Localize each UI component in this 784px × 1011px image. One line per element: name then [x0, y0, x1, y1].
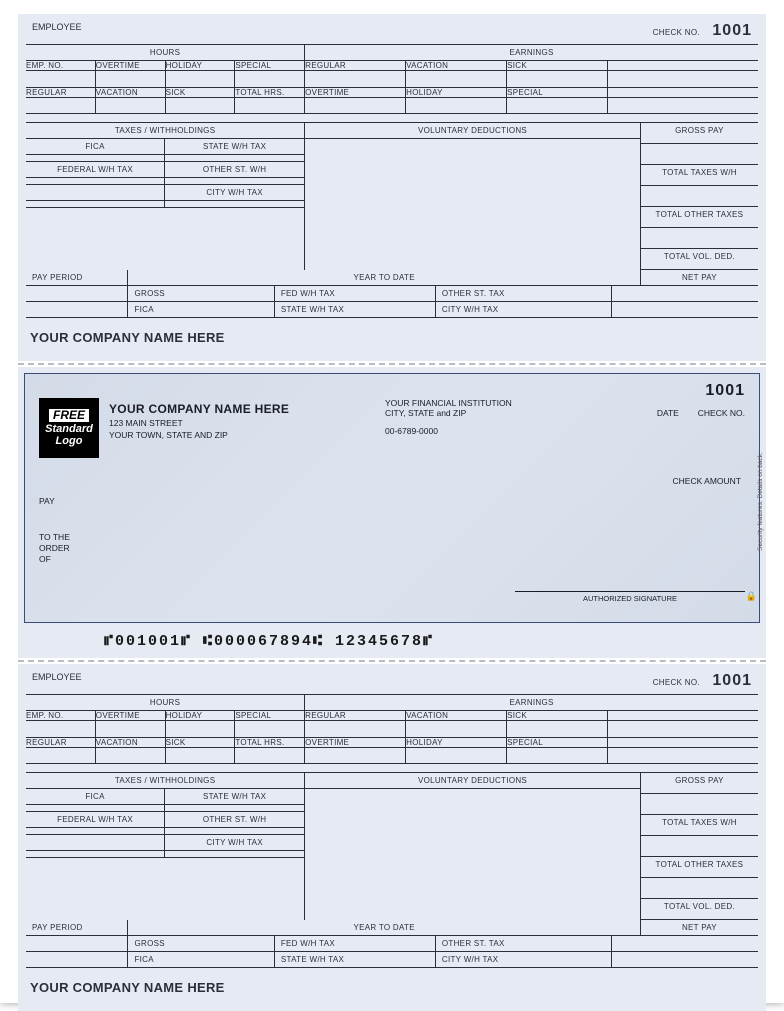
company-footer-b: YOUR COMPANY NAME HERE: [26, 968, 758, 1001]
lock-icon: 🔒: [746, 591, 757, 602]
fin-inst: YOUR FINANCIAL INSTITUTION: [385, 398, 585, 408]
perforation-line-2: [18, 660, 766, 662]
employee-label: EMPLOYEE: [32, 22, 82, 40]
company-addr1: 123 MAIN STREET: [109, 418, 375, 428]
sick-label: SICK: [166, 88, 236, 97]
check-no-area: CHECK NO. 1001: [653, 22, 752, 40]
gross-pay-label: GROSS PAY: [641, 123, 758, 144]
routing-display: 00-6789-0000: [385, 426, 585, 436]
ytd-header: YEAR TO DATE: [128, 270, 640, 285]
check-no-area-b: CHECK NO. 1001: [653, 672, 752, 690]
city-wh-label: CITY W/H TAX: [165, 185, 304, 201]
logo-free: FREE: [49, 409, 89, 422]
earn-special: SPECIAL: [507, 88, 608, 97]
order-line3: OF: [39, 554, 745, 565]
order-line1: TO THE: [39, 532, 745, 543]
total-vol-ded-label: TOTAL VOL. DED.: [641, 249, 758, 270]
date-block: DATE CHECK NO.: [595, 398, 745, 458]
ytd-other-st: OTHER ST. TAX: [436, 286, 612, 301]
ytd-state-wh: STATE W/H TAX: [275, 302, 436, 317]
company-addr2: YOUR TOWN, STATE AND ZIP: [109, 430, 375, 440]
hours-header: HOURS: [26, 45, 304, 60]
earn-regular: REGULAR: [305, 61, 406, 70]
check-no-label: CHECK NO.: [653, 28, 700, 37]
federal-wh-label: FEDERAL W/H TAX: [26, 162, 165, 178]
auth-sig-label: AUTHORIZED SIGNATURE: [583, 594, 677, 603]
net-pay-label: NET PAY: [641, 270, 758, 285]
ytd-gross: GROSS: [128, 286, 274, 301]
pay-label: PAY: [39, 496, 745, 506]
totalhrs-label: TOTAL HRS.: [235, 88, 304, 97]
check-no-label-b: CHECK NO.: [653, 678, 700, 687]
check-amount-label: CHECK AMOUNT: [39, 476, 745, 486]
regular-label: REGULAR: [26, 88, 96, 97]
micr-line: ⑈001001⑈ ⑆000067894⑆ 12345678⑈: [24, 623, 760, 658]
ytd-fica: FICA: [128, 302, 274, 317]
emp-no-label: EMP. NO.: [26, 61, 96, 70]
logo-standard: Standard: [45, 423, 93, 435]
pay-period-label: PAY PERIOD: [26, 270, 128, 285]
vacation-label: VACATION: [96, 88, 166, 97]
earnings-header: EARNINGS: [305, 45, 758, 60]
state-wh-label: STATE W/H TAX: [165, 139, 304, 155]
pay-stub-top: EMPLOYEE CHECK NO. 1001 HOURS EMP. NO. O…: [18, 14, 766, 361]
other-st-wh-label: OTHER ST. W/H: [165, 162, 304, 178]
ytd-city-wh: CITY W/H TAX: [436, 302, 612, 317]
check-no-value: 1001: [712, 22, 752, 39]
signature-line: AUTHORIZED SIGNATURE: [515, 591, 745, 603]
ytd-fed-wh: FED W/H TAX: [275, 286, 436, 301]
taxes-header: TAXES / WITHHOLDINGS: [26, 123, 304, 138]
company-name: YOUR COMPANY NAME HERE: [109, 402, 375, 416]
company-block: YOUR COMPANY NAME HERE 123 MAIN STREET Y…: [109, 398, 375, 458]
logo-box: FREE Standard Logo: [39, 398, 99, 458]
total-taxes-wh-label: TOTAL TAXES W/H: [641, 165, 758, 186]
earn-overtime: OVERTIME: [305, 88, 406, 97]
company-footer: YOUR COMPANY NAME HERE: [26, 318, 758, 351]
vol-ded-header: VOLUNTARY DEDUCTIONS: [305, 123, 640, 138]
earn-vacation: VACATION: [406, 61, 507, 70]
fica-label: FICA: [26, 139, 165, 155]
total-other-taxes-label: TOTAL OTHER TAXES: [641, 207, 758, 228]
check-number-big: 1001: [705, 382, 745, 400]
check-no-label2: CHECK NO.: [698, 408, 745, 418]
overtime-label: OVERTIME: [96, 61, 166, 70]
financial-institution-block: YOUR FINANCIAL INSTITUTION CITY, STATE a…: [385, 398, 585, 458]
earn-holiday: HOLIDAY: [406, 88, 507, 97]
check-no-value-b: 1001: [712, 672, 752, 689]
order-line2: ORDER: [39, 543, 745, 554]
check-wrapper: 1001 FREE Standard Logo YOUR COMPANY NAM…: [18, 367, 766, 658]
order-of-block: TO THE ORDER OF: [39, 532, 745, 565]
perforation-line: [18, 363, 766, 365]
security-text: Security features. Details on back.: [758, 452, 765, 551]
pay-stub-bottom: EMPLOYEE CHECK NO. 1001 HOURS EMP. NO. O…: [18, 664, 766, 1011]
earn-sick: SICK: [507, 61, 608, 70]
logo-logo: Logo: [56, 435, 83, 447]
check: 1001 FREE Standard Logo YOUR COMPANY NAM…: [24, 373, 760, 623]
employee-label-b: EMPLOYEE: [32, 672, 82, 690]
fin-city: CITY, STATE and ZIP: [385, 408, 585, 418]
payroll-check-page: EMPLOYEE CHECK NO. 1001 HOURS EMP. NO. O…: [0, 0, 784, 1003]
holiday-label: HOLIDAY: [166, 61, 236, 70]
special-label: SPECIAL: [235, 61, 304, 70]
date-label: DATE: [657, 408, 679, 418]
